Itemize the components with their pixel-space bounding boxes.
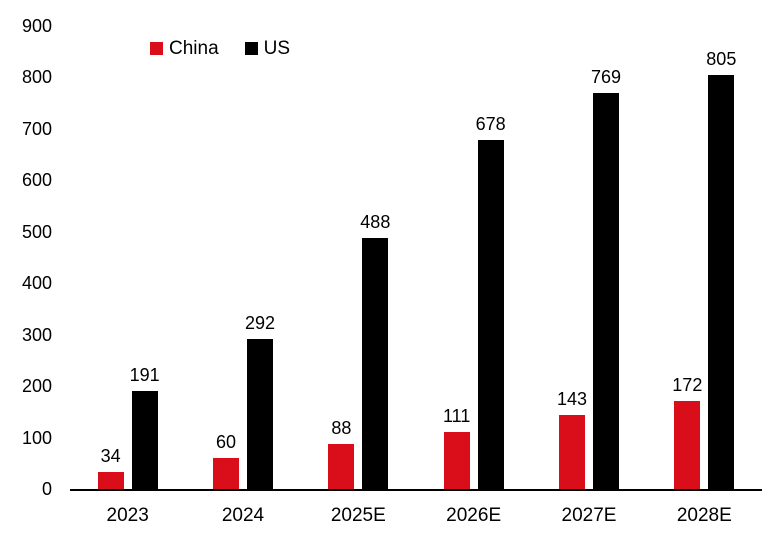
bar-value-us-2026e: 678: [475, 114, 506, 134]
y-axis-tick-label: 600: [21, 170, 52, 191]
legend-item-china: China: [150, 39, 219, 58]
y-axis-tick-label: 200: [21, 376, 52, 397]
bar-value-us-2023: 191: [129, 365, 160, 385]
bar-value-china-2026e: 111: [442, 406, 471, 426]
bar-us-2027e: [593, 93, 619, 489]
legend-swatch-china: [150, 42, 163, 55]
x-axis-label-2023: 2023: [106, 505, 149, 526]
bar-china-2023: [97, 472, 124, 489]
bar-china-2024: [213, 458, 239, 489]
legend-swatch-us: [244, 42, 258, 55]
x-axis-label-2025e: 2025E: [330, 505, 386, 526]
legend-label-us: US: [263, 38, 291, 59]
bar-us-2024: [247, 339, 273, 489]
y-axis-tick-label: 0: [41, 479, 52, 499]
y-axis-tick-label: 400: [21, 273, 52, 294]
bar-value-china-2025e: 88: [331, 418, 352, 438]
bar-us-2023: [131, 391, 158, 489]
bar-value-us-2028e: 805: [706, 49, 737, 69]
y-axis-tick-label: 300: [21, 324, 52, 345]
bar-value-china-2024: 60: [215, 432, 237, 452]
legend-item-us: US: [244, 38, 291, 59]
x-axis-label-2028e: 2028E: [676, 505, 732, 526]
bar-value-china-2028e: 172: [672, 375, 703, 395]
y-axis-tick-label: 100: [21, 427, 52, 448]
bar-china-2026e: [443, 432, 470, 489]
bar-value-us-2027e: 769: [590, 67, 622, 87]
bar-value-us-2024: 292: [244, 313, 276, 333]
bar-us-2026e: [477, 140, 504, 489]
bar-us-2025e: [362, 238, 389, 489]
x-axis-label-2024: 2024: [221, 505, 265, 526]
x-axis-label-2026e: 2026E: [446, 505, 502, 526]
y-axis-tick-label: 800: [21, 67, 52, 88]
bar-china-2025e: [328, 444, 355, 489]
bar-value-us-2025e: 488: [360, 212, 391, 232]
bar-us-2028e: [708, 75, 735, 489]
y-axis-tick-label: 700: [21, 118, 52, 139]
bar-china-2027e: [559, 415, 585, 489]
bar-china-2028e: [674, 401, 701, 489]
y-axis-tick-label: 500: [21, 221, 52, 242]
y-axis-tick-label: 900: [21, 16, 52, 36]
chart-legend: China US: [150, 39, 290, 58]
x-axis-line: [70, 489, 762, 491]
bar-value-china-2023: 34: [100, 446, 121, 466]
bar-value-china-2027e: 143: [556, 389, 588, 409]
x-axis-label-2027e: 2027E: [561, 505, 617, 526]
legend-label-china: China: [169, 38, 219, 59]
